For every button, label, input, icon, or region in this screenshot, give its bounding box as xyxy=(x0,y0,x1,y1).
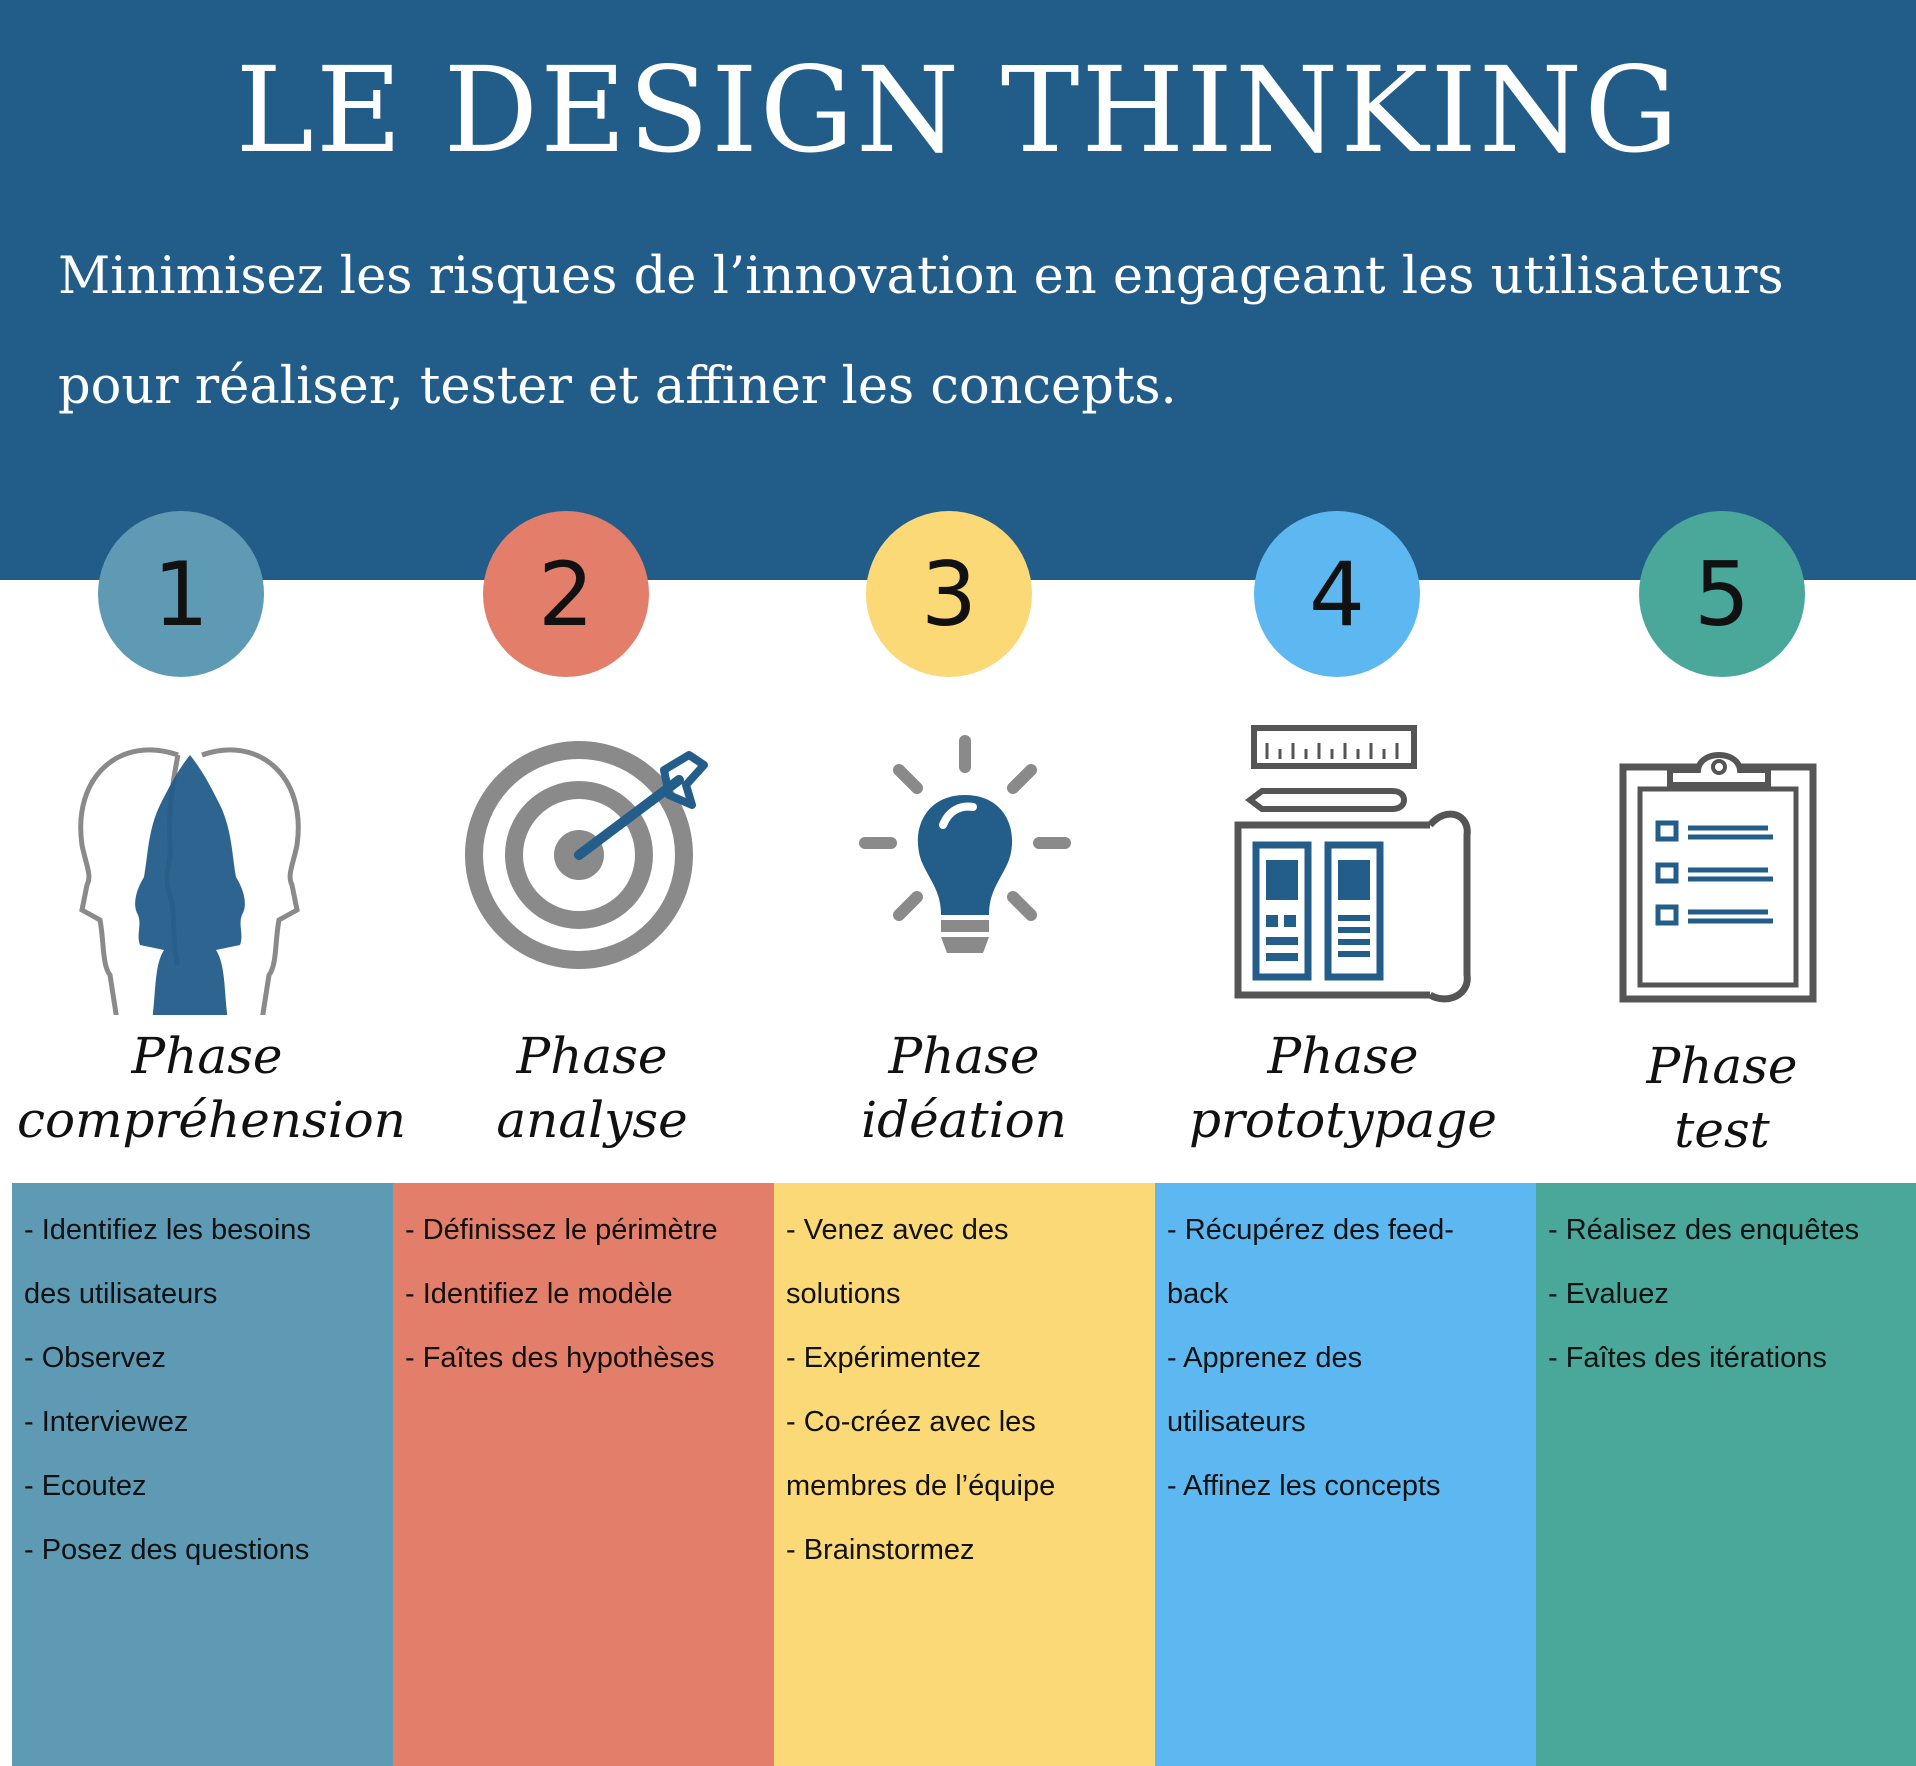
phase-4-label-line1: Phase xyxy=(1267,1027,1419,1085)
list-item: - Evaluez xyxy=(1548,1278,1669,1310)
header-banner xyxy=(0,0,1916,580)
page-subtitle: Minimisez les risques de l’innovation en… xyxy=(58,222,1888,442)
list-item: - Ecoutez xyxy=(24,1470,147,1502)
phase-1-label-line2: compréhension xyxy=(17,1091,406,1149)
subtitle-line-2: pour réaliser, tester et affiner les con… xyxy=(58,357,1177,416)
target-icon xyxy=(465,741,708,969)
phase-5-column: - Réalisez des enquêtes - Evaluez - Faîtes… xyxy=(1536,1183,1916,1766)
phase-3-column: - Venez avec des solutions - Expérimentez -… xyxy=(774,1183,1155,1766)
phase-4-list: - Récupérez des feed-back - Apprenez des u… xyxy=(1167,1198,1536,1518)
phase-2-number: 2 xyxy=(483,511,649,677)
phase-2-label-line2: analyse xyxy=(496,1091,688,1149)
phase-2-label-line1: Phase xyxy=(516,1027,668,1085)
phase-3-number: 3 xyxy=(866,511,1032,677)
list-item: des utilisateurs xyxy=(24,1278,218,1310)
list-item: - Expérimentez xyxy=(786,1342,982,1374)
list-item: - Interviewez xyxy=(24,1406,189,1438)
clipboard-icon xyxy=(1619,752,1817,1003)
phase-2-list: - Définissez le périmètre - Identifiez le… xyxy=(405,1198,774,1390)
phase-1-label: Phase compréhension xyxy=(17,1024,406,1152)
list-item: - Définissez le périmètre xyxy=(405,1214,718,1246)
list-item: - Co-créez avec les xyxy=(786,1406,1036,1438)
phase-5-label-line2: test xyxy=(1674,1101,1770,1159)
phase-3-label-line1: Phase xyxy=(888,1027,1040,1085)
list-item: - Apprenez des xyxy=(1167,1342,1363,1374)
phase-4-label: Phase prototypage xyxy=(1153,1024,1533,1152)
phase-4-label-line2: prototypage xyxy=(1189,1091,1497,1149)
heads-icon xyxy=(78,747,301,1015)
phase-2-column: - Définissez le périmètre - Identifiez le… xyxy=(393,1183,774,1766)
phase-1-label-line1: Phase xyxy=(131,1027,283,1085)
list-item: - Posez des questions xyxy=(24,1534,310,1566)
list-item: - Identifiez les besoins xyxy=(24,1214,311,1246)
blueprint-icon xyxy=(1234,725,1471,1003)
phase-1-column: - Identifiez les besoins des utilisateur… xyxy=(12,1183,393,1766)
list-item: - Réalisez des enquêtes xyxy=(1548,1214,1860,1246)
list-item: - Affinez les concepts xyxy=(1167,1470,1441,1502)
list-item: back xyxy=(1167,1278,1229,1310)
list-item: solutions xyxy=(786,1278,901,1310)
list-item: utilisateurs xyxy=(1167,1406,1306,1438)
list-item: - Brainstormez xyxy=(786,1534,975,1566)
list-item: membres de l’équipe xyxy=(786,1470,1056,1502)
phase-2-label: Phase analyse xyxy=(402,1024,782,1152)
phase-5-label-line1: Phase xyxy=(1646,1037,1798,1095)
phase-5-list: - Réalisez des enquêtes - Evaluez - Faîtes… xyxy=(1548,1198,1916,1390)
list-item: - Faîtes des hypothèses xyxy=(405,1342,715,1374)
phase-3-label-line2: idéation xyxy=(861,1091,1067,1149)
phase-5-number: 5 xyxy=(1639,511,1805,677)
lightbulb-icon xyxy=(859,735,1071,953)
phase-3-list: - Venez avec des solutions - Expérimentez -… xyxy=(786,1198,1155,1582)
list-item: - Identifiez le modèle xyxy=(405,1278,673,1310)
phase-5-label: Phase test xyxy=(1532,1034,1912,1162)
subtitle-line-1: Minimisez les risques de l’innovation en… xyxy=(58,247,1784,306)
phase-1-number: 1 xyxy=(98,511,264,677)
phase-1-list: - Identifiez les besoins des utilisateur… xyxy=(24,1198,393,1582)
list-item: - Récupérez des feed- xyxy=(1167,1214,1454,1246)
phase-4-column: - Récupérez des feed-back - Apprenez des u… xyxy=(1155,1183,1536,1766)
phase-3-label: Phase idéation xyxy=(774,1024,1154,1152)
list-item: - Observez xyxy=(24,1342,166,1374)
phase-4-number: 4 xyxy=(1254,511,1420,677)
list-item: - Venez avec des xyxy=(786,1214,1009,1246)
page-title: LE DESIGN THINKING xyxy=(235,41,1681,179)
list-item: - Faîtes des itérations xyxy=(1548,1342,1827,1374)
